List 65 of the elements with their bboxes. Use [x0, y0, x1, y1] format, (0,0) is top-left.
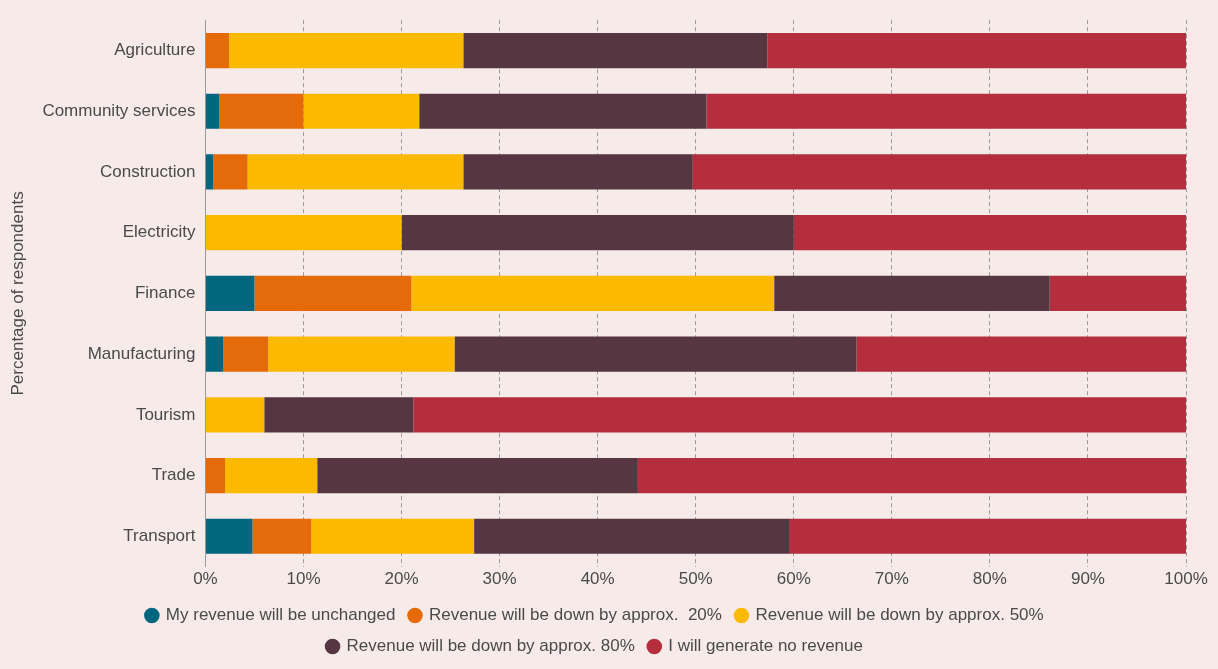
y-axis-title: Percentage of respondents: [7, 191, 27, 396]
x-tick-label: 60%: [776, 569, 811, 589]
bar: [706, 93, 1186, 129]
bar: [789, 518, 1186, 554]
legend-label: My revenue will be unchanged: [165, 605, 396, 625]
x-tick-label: 100%: [1164, 569, 1208, 589]
x-tick-label: 30%: [482, 569, 517, 589]
bar: [252, 518, 312, 554]
bar: [205, 32, 229, 69]
bar: [856, 336, 1186, 372]
bar: [205, 275, 255, 312]
bar: [692, 154, 1186, 190]
bar: [303, 93, 420, 129]
legend-label: Revenue will be down by approx. 50%: [755, 605, 1044, 625]
bar: [411, 275, 775, 312]
x-tick-label: 20%: [384, 569, 419, 589]
bar: [205, 154, 214, 190]
bar: [1049, 275, 1186, 312]
bar: [311, 518, 475, 554]
x-tick-label: 0%: [193, 569, 218, 589]
bar: [205, 93, 220, 129]
bar: [205, 518, 253, 554]
bar: [247, 154, 464, 190]
bar: [225, 457, 318, 494]
bar: [774, 275, 1050, 312]
legend-label: I will generate no revenue: [668, 636, 863, 656]
legend-label: Revenue will be down by approx. 20%: [428, 605, 722, 625]
y-tick-label: Construction: [100, 161, 196, 181]
y-tick-label: Agriculture: [114, 40, 196, 60]
y-tick-label: Manufacturing: [87, 343, 196, 363]
bar: [205, 336, 224, 372]
x-tick-label: 80%: [972, 569, 1007, 589]
bar: [223, 336, 269, 372]
bar: [254, 275, 412, 312]
y-tick-label: Trade: [151, 465, 196, 485]
bar: [205, 457, 226, 494]
x-tick-label: 10%: [286, 569, 321, 589]
bar: [413, 397, 1186, 433]
bar: [264, 397, 414, 433]
x-tick-label: 70%: [874, 569, 909, 589]
bar: [767, 32, 1186, 69]
x-tick-label: 40%: [580, 569, 615, 589]
bar: [268, 336, 455, 372]
bar: [317, 457, 638, 494]
legend-label: Revenue will be down by approx. 80%: [346, 636, 635, 656]
bar: [205, 215, 402, 251]
bar: [454, 336, 857, 372]
x-tick-label: 90%: [1070, 569, 1105, 589]
bar: [474, 518, 790, 554]
bar: [205, 397, 265, 433]
bar: [793, 215, 1186, 251]
y-tick-label: Electricity: [122, 222, 196, 242]
bar: [228, 32, 464, 69]
bar: [463, 154, 693, 190]
bar: [219, 93, 304, 129]
x-tick-label: 50%: [678, 569, 713, 589]
y-tick-label: Tourism: [135, 404, 196, 424]
y-tick-label: Transport: [123, 525, 196, 545]
bar: [419, 93, 707, 129]
bar: [213, 154, 248, 190]
bar: [401, 215, 794, 251]
bar: [637, 457, 1186, 494]
y-tick-label: Community services: [42, 100, 196, 120]
bar: [463, 32, 768, 69]
y-tick-label: Finance: [134, 283, 196, 303]
